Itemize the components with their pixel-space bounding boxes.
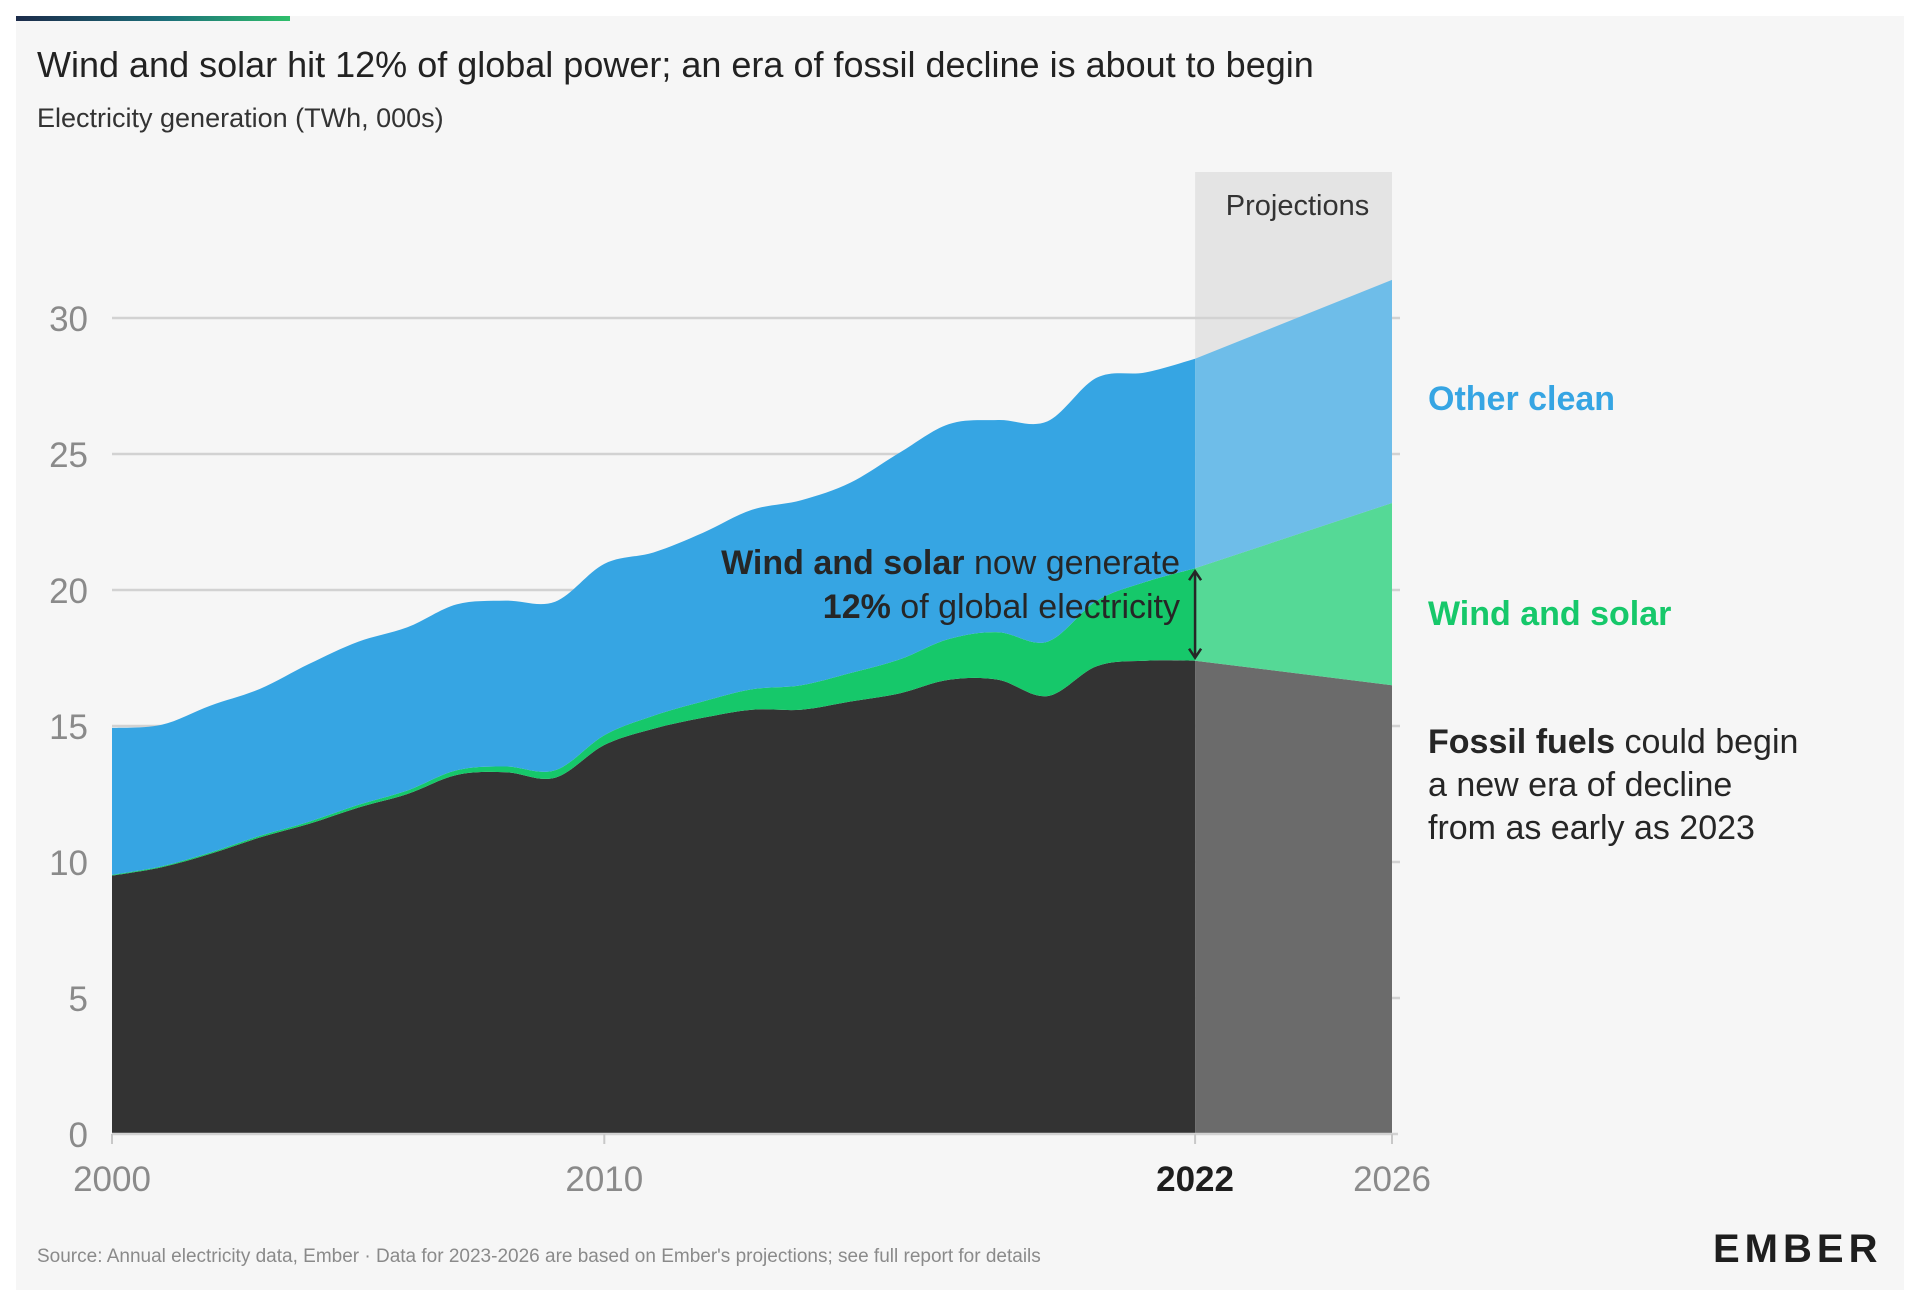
x-tick-label-2000: 2000 xyxy=(73,1160,151,1199)
x-tick-label-2026: 2026 xyxy=(1353,1160,1431,1199)
y-tick-label-15: 15 xyxy=(49,708,88,747)
x-tick-label-2010: 2010 xyxy=(565,1160,643,1199)
projections-label: Projections xyxy=(1226,190,1369,222)
wind-solar-share-arrow xyxy=(1188,568,1203,660)
annotation-text-now-generate: now generate xyxy=(965,544,1181,582)
wind-solar-share-annotation-line-2: 12% of global electricity xyxy=(823,588,1180,626)
accent-bar xyxy=(16,16,290,21)
fossil-annotation-line-2: a new era of decline xyxy=(1428,766,1732,804)
y-tick-label-20: 20 xyxy=(49,572,88,611)
annotation-text-global-electricity: of global electricity xyxy=(891,588,1180,626)
arrow-head-down xyxy=(1188,648,1203,660)
y-tick-label-0: 0 xyxy=(69,1116,88,1155)
chart-title: Wind and solar hit 12% of global power; … xyxy=(37,44,1314,85)
area-wind-solar-projection xyxy=(1195,502,1392,686)
wind-solar-share-annotation-line-1: Wind and solar now generate xyxy=(721,544,1180,582)
chart-subtitle: Electricity generation (TWh, 000s) xyxy=(37,103,444,133)
series-label-other-clean: Other clean xyxy=(1428,380,1615,418)
series-label-wind-solar: Wind and solar xyxy=(1428,595,1671,633)
x-tick-label-2022: 2022 xyxy=(1156,1160,1234,1199)
area-series xyxy=(112,279,1398,1136)
annotation-bold-wind-solar: Wind and solar xyxy=(721,544,964,582)
x-axis-ticks: 2000 2010 2022 2026 xyxy=(73,1134,1431,1199)
y-tick-label-5: 5 xyxy=(69,980,88,1019)
area-other-clean-projection xyxy=(1195,279,1392,569)
area-other-clean xyxy=(112,358,1196,875)
area-wind-solar xyxy=(112,568,1196,876)
annotation-bold-12-percent: 12% xyxy=(823,588,891,626)
y-tick-label-30: 30 xyxy=(49,300,88,339)
y-axis-ticks: 0 5 10 15 20 25 30 xyxy=(49,300,88,1155)
source-note: Source: Annual electricity data, Ember ·… xyxy=(37,1246,1041,1267)
fossil-annotation-line-3: from as early as 2023 xyxy=(1428,809,1755,847)
area-fossil xyxy=(112,660,1196,1134)
area-fossil-projection xyxy=(1195,660,1392,1134)
fossil-annotation-rest: could begin xyxy=(1615,723,1798,761)
ember-logo: EMBER xyxy=(1713,1227,1883,1271)
fossil-annotation-line-1: Fossil fuels could begin xyxy=(1428,723,1798,761)
arrow-head-up xyxy=(1188,568,1203,581)
y-tick-label-10: 10 xyxy=(49,844,88,883)
y-tick-label-25: 25 xyxy=(49,436,88,475)
fossil-annotation-bold: Fossil fuels xyxy=(1428,723,1615,761)
